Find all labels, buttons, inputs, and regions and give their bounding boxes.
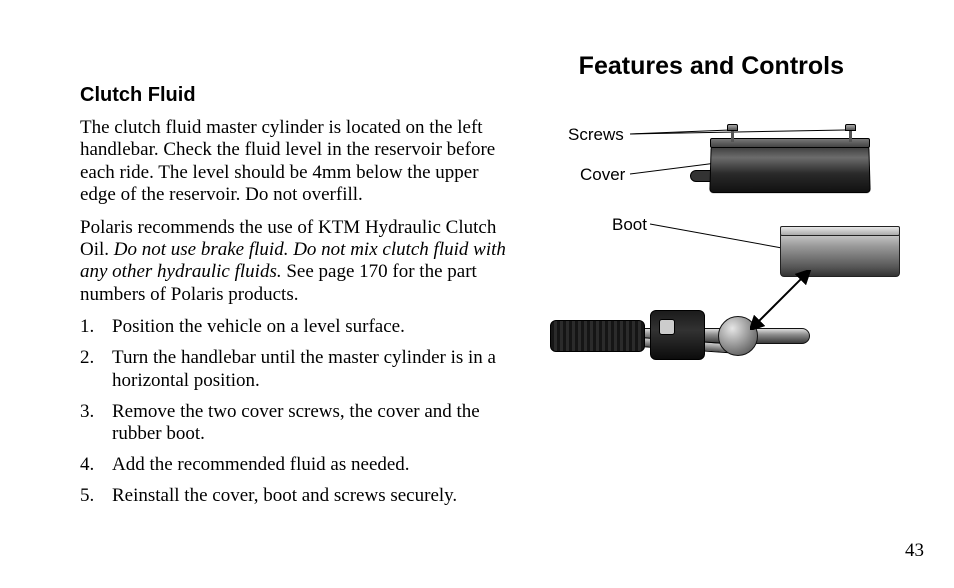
manual-page: Features and Controls Clutch Fluid The c…	[0, 0, 954, 588]
diagram-region: Screws Cover Boot	[540, 100, 920, 400]
content-column: Clutch Fluid The clutch fluid master cyl…	[80, 84, 515, 516]
reservoir-body	[709, 145, 870, 193]
screw-icon	[727, 124, 738, 142]
reservoir-illustration	[685, 120, 885, 210]
paragraph-1: The clutch fluid master cylinder is loca…	[80, 117, 515, 207]
steps-list: Position the vehicle on a level surface.…	[80, 316, 515, 508]
switch-box	[650, 310, 705, 360]
section-heading: Clutch Fluid	[80, 84, 515, 107]
step-item: Turn the handlebar until the master cyli…	[80, 347, 515, 393]
paragraph-2: Polaris recommends the use of KTM Hydrau…	[80, 217, 515, 307]
page-title: Features and Controls	[579, 52, 844, 81]
step-item: Remove the two cover screws, the cover a…	[80, 401, 515, 447]
handlebar-grip	[550, 320, 645, 352]
step-item: Add the recommended fluid as needed.	[80, 454, 515, 477]
double-arrow-icon	[750, 270, 820, 330]
step-item: Position the vehicle on a level surface.	[80, 316, 515, 339]
page-number: 43	[905, 540, 924, 562]
screw-icon	[845, 124, 856, 142]
step-item: Reinstall the cover, boot and screws sec…	[80, 485, 515, 508]
